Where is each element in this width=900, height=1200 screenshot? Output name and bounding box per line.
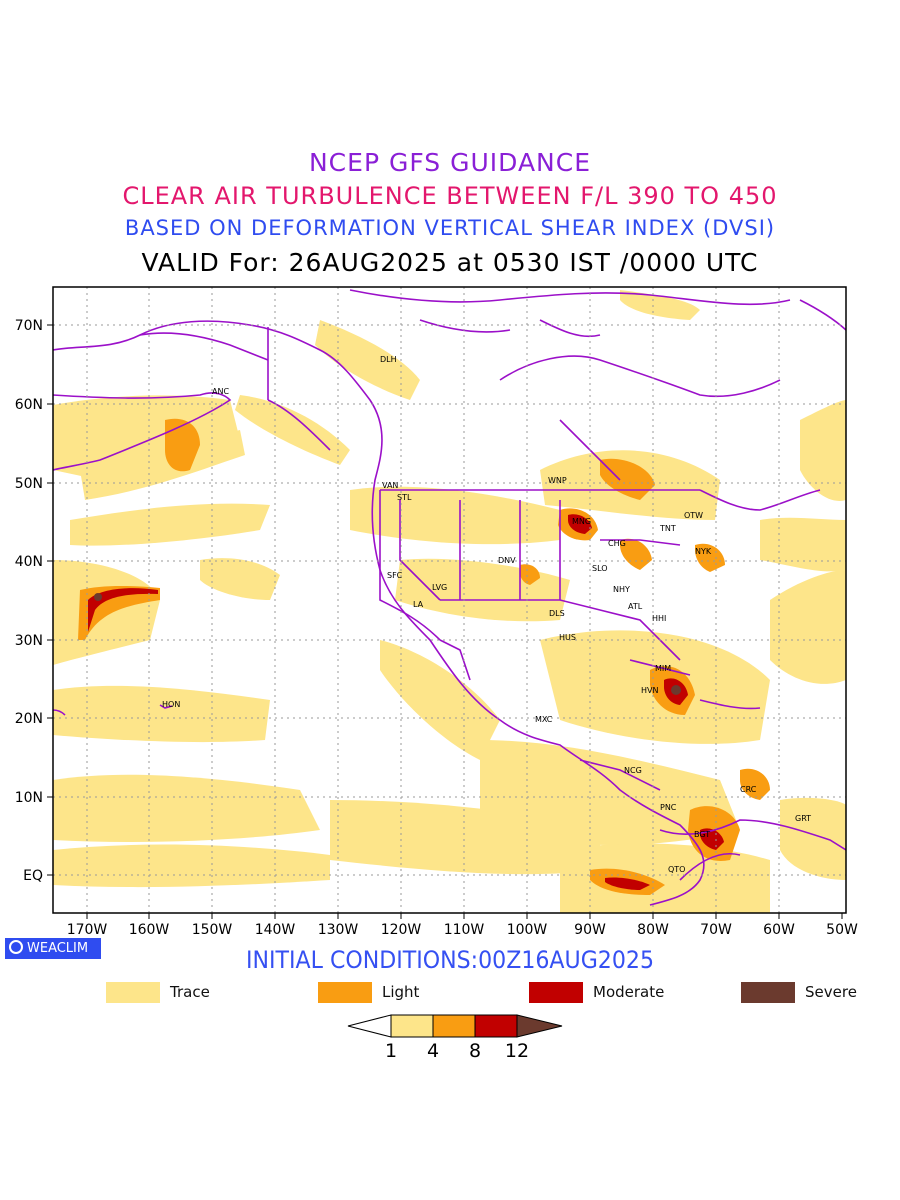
city-label: BGT (694, 830, 710, 839)
legend-item-light: Light (318, 982, 498, 1004)
legend-swatch (106, 982, 160, 1003)
lat-label: 20N (15, 711, 43, 727)
city-label: NCG (624, 766, 642, 775)
colorbar-tick-label: 4 (427, 1040, 439, 1062)
city-label: HUS (559, 633, 576, 642)
city-label: WNP (548, 476, 567, 485)
colorbar-tick-label: 12 (505, 1040, 529, 1062)
legend-label: Trace (170, 983, 210, 1001)
legend-swatch (741, 982, 795, 1003)
lon-label: 160W (129, 922, 170, 938)
legend-label: Light (382, 983, 420, 1001)
lon-label: 130W (318, 922, 359, 938)
legend-swatch (318, 982, 372, 1003)
legend-label: Moderate (593, 983, 665, 1001)
longitude-labels: 170W 160W 150W 140W 130W 120W 110W 100W … (67, 922, 858, 938)
lat-label: 30N (15, 633, 43, 649)
map-frame (52, 286, 847, 914)
colorbar-segment-trace (390, 1014, 434, 1038)
colorbar-tick-label: 1 (385, 1040, 397, 1062)
city-label: PNC (660, 803, 677, 812)
coastlines (53, 289, 846, 906)
city-label: VAN (382, 481, 398, 490)
colorbar-tick-label: 8 (469, 1040, 481, 1062)
initial-conditions: INITIAL CONDITIONS:00Z16AUG2025 (245, 946, 655, 974)
city-label: QTO (668, 865, 685, 874)
legend-swatch (529, 982, 583, 1003)
lat-label: 10N (15, 790, 43, 806)
lat-label: 70N (15, 318, 43, 334)
colorbar-high-triangle (516, 1014, 563, 1038)
city-label: MNG (572, 517, 591, 526)
latitude-labels: 70N 60N 50N 40N 30N 20N 10N EQ (15, 318, 43, 884)
title-parameter: CLEAR AIR TURBULENCE BETWEEN F/L 390 TO … (122, 182, 778, 210)
gridlines (53, 287, 846, 913)
city-label: HON (162, 700, 180, 709)
lon-label: 150W (192, 922, 233, 938)
city-label: SLO (592, 564, 608, 573)
legend-item-moderate: Moderate (529, 982, 709, 1004)
city-label: MXC (535, 715, 553, 724)
lon-label: 100W (507, 922, 548, 938)
lon-label: 120W (381, 922, 422, 938)
logo-text: WEACLIM (27, 941, 89, 956)
city-label: OTW (684, 511, 703, 520)
city-label: LVG (432, 583, 447, 592)
lon-label: 60W (763, 922, 795, 938)
tick-marks (47, 324, 843, 919)
city-label: MIM (655, 664, 671, 673)
city-label: NHY (613, 585, 630, 594)
lon-label: 50W (826, 922, 858, 938)
logo-ring-icon (9, 940, 23, 954)
lon-label: 140W (255, 922, 296, 938)
moderate-areas (88, 514, 724, 890)
city-labels: DLH ANC VAN STL WNP MNG OTW TNT CHG NYK … (162, 355, 811, 874)
city-label: DLS (549, 609, 565, 618)
city-label: NYK (695, 547, 712, 556)
city-label: ATL (628, 602, 643, 611)
colorbar-segment-moderate (474, 1014, 518, 1038)
colorbar-low-triangle (347, 1014, 392, 1038)
title-product: NCEP GFS GUIDANCE (308, 148, 591, 177)
city-label: TNT (659, 524, 676, 533)
city-label: GRT (795, 814, 811, 823)
legend-item-severe: Severe (741, 982, 891, 1004)
city-label: CRC (740, 785, 757, 794)
colorbar-segment-light (432, 1014, 476, 1038)
city-label: CHG (608, 539, 626, 548)
weaclim-logo: WEACLIM (5, 938, 101, 959)
city-label: STL (397, 493, 412, 502)
city-label: LA (413, 600, 424, 609)
city-label: HHI (652, 614, 666, 623)
city-label: SFC (387, 571, 403, 580)
lon-label: 80W (637, 922, 669, 938)
city-label: ANC (212, 387, 229, 396)
lon-label: 110W (444, 922, 485, 938)
lon-label: 70W (700, 922, 732, 938)
lon-label: 170W (67, 922, 108, 938)
title-method: BASED ON DEFORMATION VERTICAL SHEAR INDE… (124, 216, 776, 240)
lat-label: 60N (15, 397, 43, 413)
legend-item-trace: Trace (106, 982, 286, 1004)
city-label: DLH (380, 355, 397, 364)
colorbar: 1 4 8 12 (347, 1014, 563, 1062)
legend-label: Severe (805, 983, 857, 1001)
city-label: DNV (498, 556, 516, 565)
lon-label: 90W (574, 922, 606, 938)
lat-label: 50N (15, 476, 43, 492)
severe-areas (94, 593, 681, 695)
lat-label: 40N (15, 554, 43, 570)
lat-label: EQ (23, 868, 43, 884)
city-label: HVN (641, 686, 658, 695)
title-valid-time: VALID For: 26AUG2025 at 0530 IST /0000 U… (141, 248, 759, 277)
